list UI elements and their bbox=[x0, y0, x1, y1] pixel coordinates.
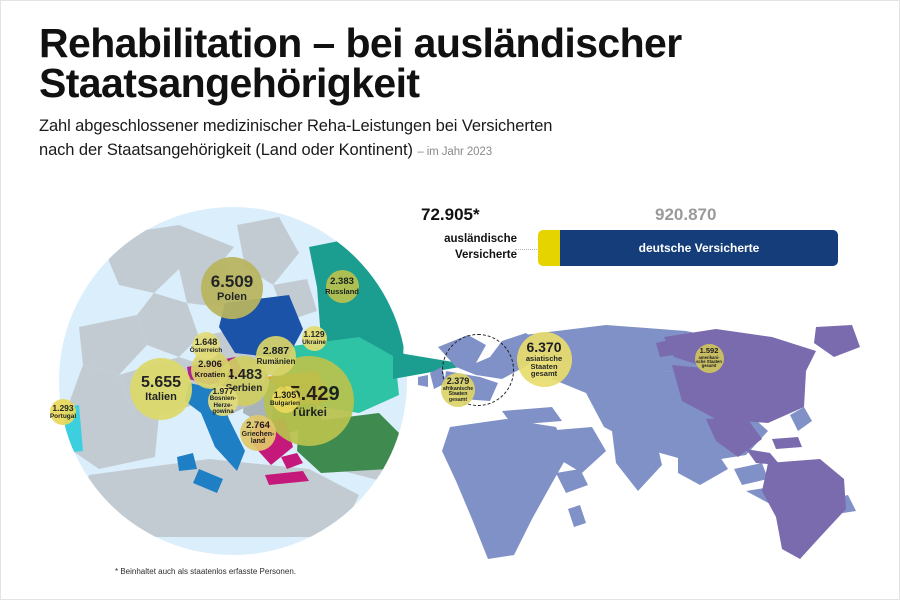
foreign-insured-label: ausländische Versicherte bbox=[444, 233, 517, 261]
bubble-label: Portugal bbox=[49, 412, 77, 420]
insured-share-bar-chart: 72.905* 920.870 ausländische Versicherte… bbox=[407, 205, 847, 285]
subtitle-line-2-wrap: nach der Staatsangehörigkeit (Land oder … bbox=[39, 139, 869, 163]
bubble-label: Türkei bbox=[290, 404, 327, 419]
bubble-griechenland[interactable]: 2.764 Griechen- land bbox=[240, 415, 276, 451]
bubble-value: 1.293 bbox=[52, 402, 74, 413]
bubble-value: 2.383 bbox=[330, 275, 354, 287]
globe-connector-wedge bbox=[393, 352, 471, 379]
header: Rehabilitation – bei ausländischer Staat… bbox=[39, 20, 869, 163]
footnote: * Beinhaltet auch als staatenlos erfasst… bbox=[115, 567, 296, 576]
bubble-label: Rumänien bbox=[256, 356, 296, 366]
bubble-label: Russland bbox=[325, 286, 359, 296]
subtitle-line-2: nach der Staatsangehörigkeit (Land oder … bbox=[39, 141, 413, 160]
bubble-label: Serbien bbox=[225, 382, 263, 394]
bubble-asiatische-staaten[interactable]: 6.370 asiatische Staaten gesamt bbox=[516, 331, 572, 387]
page-subtitle: Zahl abgeschlossener medizinischer Reha-… bbox=[39, 115, 869, 163]
bubble-label: Griechen- land bbox=[241, 431, 275, 446]
bubble-portugal[interactable]: 1.293 Portugal bbox=[50, 399, 76, 425]
subtitle-line-1: Zahl abgeschlossener medizinischer Reha-… bbox=[39, 117, 553, 136]
page-title: Rehabilitation – bei ausländischer Staat… bbox=[39, 20, 682, 107]
bubble-label: Ukraine bbox=[302, 338, 326, 346]
bubble-label: Italien bbox=[145, 391, 177, 404]
period-label: – im Jahr 2023 bbox=[417, 146, 492, 159]
bubble-label: Polen bbox=[217, 290, 247, 303]
foreign-insured-value: 72.905* bbox=[421, 205, 480, 224]
bubble-amerikanische-staaten[interactable]: 1.592 amerikani- sche Staaten gesamt bbox=[694, 343, 724, 373]
bubble-label: Bulgarien bbox=[270, 399, 300, 407]
bar-track: deutsche Versicherte bbox=[538, 230, 838, 266]
bubble-value: 1.592 bbox=[699, 346, 719, 356]
bubble-label: Kroatien bbox=[194, 369, 226, 379]
bubble-value: 4.483 bbox=[225, 367, 263, 384]
europe-focus-dashed-circle bbox=[442, 334, 514, 406]
bubble-value: 1.648 bbox=[194, 336, 218, 347]
bubble-value: 1.129 bbox=[303, 328, 325, 339]
bar-segment-german: deutsche Versicherte bbox=[560, 230, 838, 266]
bubble-italien[interactable]: 5.655 Italien bbox=[130, 358, 192, 420]
americas-landmass bbox=[656, 325, 860, 559]
bubble-label: Österreich bbox=[189, 346, 223, 354]
bubble-label: afrikanische Staaten gesamt bbox=[442, 386, 474, 403]
bubble-value: 2.887 bbox=[262, 345, 290, 358]
bubble-value: 2.906 bbox=[198, 358, 222, 370]
bubble-bulgarien[interactable]: 1.305 Bulgarien bbox=[270, 385, 300, 413]
bubble-polen[interactable]: 6.509 Polen bbox=[201, 257, 263, 319]
bubble-afrikanische-staaten[interactable]: 2.379 afrikanische Staaten gesamt bbox=[441, 373, 475, 407]
bubble-label: Bosnien- Herze- gowina bbox=[209, 395, 237, 415]
bubble-value: 2.764 bbox=[246, 419, 270, 431]
bubble-value: 2.379 bbox=[446, 375, 470, 386]
bubble-value: 1.305 bbox=[273, 389, 297, 400]
bar-segment-foreign bbox=[538, 230, 560, 266]
bubble-oesterreich[interactable]: 1.648 Österreich bbox=[189, 332, 223, 360]
bubble-value: 1.977 bbox=[212, 385, 234, 396]
bubble-ukraine[interactable]: 1.129 Ukraine bbox=[301, 325, 327, 351]
bubble-rumaenien[interactable]: 2.887 Rumänien bbox=[256, 336, 296, 376]
bubble-bosnien-herzegowina[interactable]: 1.977 Bosnien- Herze- gowina bbox=[208, 386, 238, 416]
bubble-russland[interactable]: 2.383 Russland bbox=[325, 269, 359, 303]
bubble-value: 6.370 bbox=[526, 338, 562, 355]
bubble-label: asiatische Staaten gesamt bbox=[525, 354, 563, 379]
german-insured-value: 920.870 bbox=[655, 205, 717, 224]
bubble-value: 6.509 bbox=[210, 272, 254, 292]
bubble-value: 5.655 bbox=[140, 373, 182, 391]
leader-line bbox=[515, 249, 539, 251]
bubble-label: amerikani- sche Staaten gesamt bbox=[696, 354, 722, 369]
